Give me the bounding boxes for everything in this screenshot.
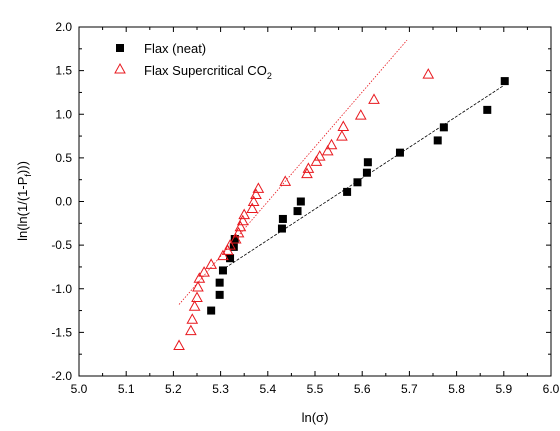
point-scco2 bbox=[313, 150, 326, 161]
y-axis-title: ln(ln(1/(1-Pf))) bbox=[15, 161, 33, 241]
point-neat bbox=[433, 136, 442, 145]
point-neat bbox=[278, 214, 287, 223]
x-tick-label: 5.1 bbox=[118, 382, 135, 396]
point-neat bbox=[363, 158, 372, 167]
point-scco2 bbox=[232, 226, 245, 238]
x-tick-label: 5.9 bbox=[495, 382, 512, 396]
point-neat bbox=[215, 278, 224, 287]
x-tick-label: 5.8 bbox=[448, 382, 465, 396]
point-neat bbox=[483, 105, 492, 114]
point-scco2 bbox=[279, 175, 292, 186]
point-scco2 bbox=[217, 249, 229, 261]
point-neat bbox=[293, 207, 302, 216]
point-scco2 bbox=[250, 188, 262, 200]
point-scco2 bbox=[186, 313, 199, 324]
point-neat bbox=[500, 77, 509, 86]
point-scco2 bbox=[246, 202, 259, 213]
point-scco2 bbox=[192, 280, 204, 292]
point-neat bbox=[362, 168, 371, 177]
point-scco2 bbox=[234, 220, 247, 232]
point-neat bbox=[296, 197, 305, 206]
x-tick-label: 5.0 bbox=[71, 382, 88, 396]
x-tick-label: 5.7 bbox=[401, 382, 418, 396]
point-scco2 bbox=[188, 300, 201, 311]
fit-line-scco2 bbox=[178, 39, 408, 305]
legend-label-scco2: Flax Supercritical CO2 bbox=[144, 63, 272, 81]
x-tick-label: 6.0 bbox=[543, 382, 560, 396]
point-scco2 bbox=[337, 120, 350, 131]
point-scco2 bbox=[368, 93, 380, 104]
data-points bbox=[173, 68, 509, 350]
y-tick-label: 2.0 bbox=[55, 20, 72, 34]
point-scco2 bbox=[422, 68, 435, 79]
y-tick-label: 1.0 bbox=[55, 107, 72, 121]
point-scco2 bbox=[221, 244, 234, 255]
x-tick-label: 5.6 bbox=[354, 382, 371, 396]
point-scco2 bbox=[247, 195, 260, 206]
point-scco2 bbox=[238, 208, 251, 220]
point-scco2 bbox=[336, 130, 348, 141]
x-axis-title: ln(σ) bbox=[302, 410, 329, 425]
point-scco2 bbox=[205, 258, 218, 269]
point-scco2 bbox=[236, 214, 249, 226]
point-scco2 bbox=[310, 155, 323, 166]
point-neat bbox=[277, 224, 286, 233]
point-scco2 bbox=[185, 324, 197, 336]
point-scco2 bbox=[301, 167, 313, 179]
point-scco2 bbox=[321, 144, 334, 156]
point-neat bbox=[343, 187, 352, 196]
y-tick-label: 0.5 bbox=[55, 151, 72, 165]
x-tick-label: 5.3 bbox=[212, 382, 229, 396]
legend-marker-neat bbox=[116, 44, 124, 52]
x-tick-label: 5.5 bbox=[307, 382, 324, 396]
fit-lines bbox=[178, 39, 505, 305]
point-neat bbox=[226, 254, 235, 263]
y-axis-ticks: -2.0 -1.5 -1.0 -0.5 0.0 0.5 1.0 1.5 2.0 bbox=[51, 20, 551, 383]
point-scco2 bbox=[224, 239, 236, 250]
point-neat bbox=[215, 290, 224, 299]
point-neat bbox=[353, 178, 362, 187]
point-scco2 bbox=[198, 266, 210, 277]
point-neat bbox=[439, 123, 448, 132]
point-neat bbox=[218, 266, 227, 275]
point-neat bbox=[207, 306, 216, 315]
y-tick-label: -1.0 bbox=[51, 282, 72, 296]
point-neat bbox=[395, 148, 404, 157]
point-scco2 bbox=[193, 272, 206, 283]
x-axis-ticks: 5.0 5.1 5.2 5.3 5.4 5.5 5.6 5.7 5.8 5.9 6.0 bbox=[71, 27, 560, 396]
y-tick-label: -2.0 bbox=[51, 369, 72, 383]
legend-label-neat: Flax (neat) bbox=[144, 41, 206, 56]
y-tick-label: 0.0 bbox=[55, 195, 72, 209]
legend-marker-scco2 bbox=[114, 62, 126, 74]
legend: Flax (neat) Flax Supercritical CO2 bbox=[114, 41, 272, 81]
point-scco2 bbox=[302, 162, 315, 173]
plot-frame bbox=[78, 26, 552, 377]
y-tick-label: 1.5 bbox=[55, 64, 72, 78]
point-scco2 bbox=[229, 232, 242, 244]
fit-line-neat bbox=[225, 85, 505, 269]
point-neat bbox=[230, 235, 239, 244]
x-tick-label: 5.4 bbox=[259, 382, 276, 396]
x-tick-label: 5.2 bbox=[165, 382, 182, 396]
point-scco2 bbox=[173, 339, 185, 350]
point-scco2 bbox=[325, 138, 338, 150]
y-tick-label: -0.5 bbox=[51, 238, 72, 252]
point-scco2 bbox=[191, 291, 203, 302]
point-scco2 bbox=[354, 109, 367, 120]
y-tick-label: -1.5 bbox=[51, 325, 72, 339]
point-scco2 bbox=[252, 182, 265, 193]
